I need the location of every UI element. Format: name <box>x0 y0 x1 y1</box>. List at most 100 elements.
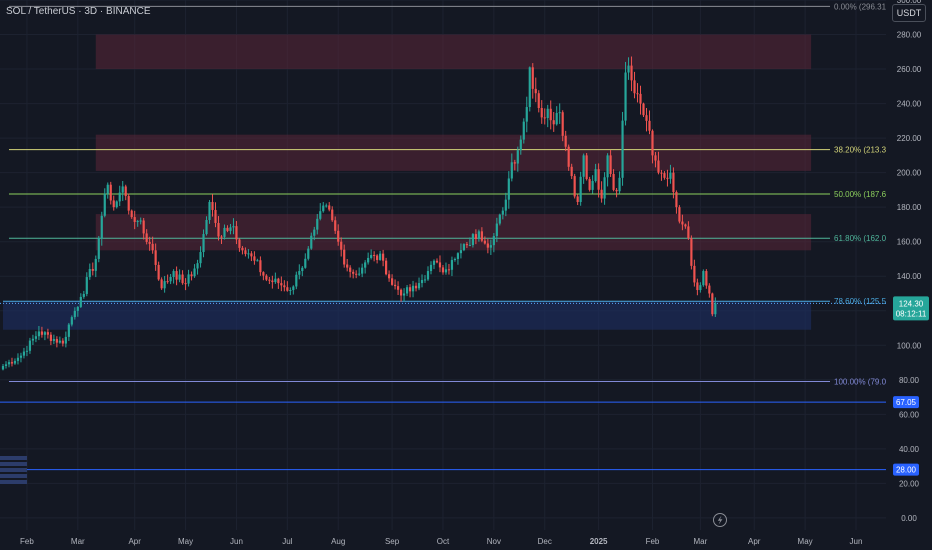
candle-body <box>615 189 618 192</box>
candle-body <box>711 293 714 315</box>
candle-body <box>67 324 70 337</box>
candle-body <box>358 273 361 275</box>
countdown-label: 08:12:11 <box>896 309 927 318</box>
candle-body <box>567 146 570 167</box>
candle-body <box>265 275 268 280</box>
x-tick-label: 2025 <box>590 537 608 546</box>
candle-body <box>648 120 651 131</box>
candle-body <box>157 264 160 280</box>
candle-body <box>678 207 681 222</box>
candle-body <box>118 192 121 202</box>
candle-body <box>70 317 73 325</box>
candle-body <box>507 178 510 200</box>
x-tick-label: Aug <box>331 537 345 546</box>
fib-label: 50.00% (187.66) <box>834 190 893 199</box>
candle-body <box>426 271 430 280</box>
lightning-icon[interactable] <box>713 513 727 527</box>
candle-body <box>286 287 289 291</box>
candle-body <box>235 226 238 240</box>
candle-body <box>570 166 573 177</box>
currency-button[interactable]: USDT <box>892 4 926 22</box>
candle-body <box>316 218 319 230</box>
candle-body <box>573 176 576 197</box>
candle-body <box>328 205 331 210</box>
chart-grid <box>0 0 886 530</box>
candle-body <box>76 306 79 311</box>
candle-body <box>666 177 669 179</box>
candle-body <box>220 236 223 238</box>
x-tick-label: Jun <box>230 537 243 546</box>
x-tick-label: Dec <box>538 537 552 546</box>
fib-label: 38.20% (213.30) <box>834 146 893 155</box>
candle-body <box>229 227 232 231</box>
candle-body <box>453 258 457 261</box>
candle-body <box>405 287 409 294</box>
price-axis-bg <box>886 0 932 550</box>
x-tick-label: May <box>798 537 813 546</box>
candle-body <box>73 310 76 318</box>
candle-body <box>367 257 370 263</box>
candle-body <box>352 271 355 274</box>
candle-body <box>166 281 169 283</box>
candle-body <box>702 271 705 286</box>
candle-body <box>447 269 451 271</box>
candle-body <box>340 241 343 250</box>
level-badge <box>893 396 919 409</box>
candle-body <box>121 186 124 193</box>
current-price-label: 124.30 <box>899 299 924 308</box>
y-tick-label: 60.00 <box>899 410 920 419</box>
candle-body <box>438 262 442 268</box>
x-tick-label: Nov <box>487 537 501 546</box>
candle-body <box>148 241 151 244</box>
candle-body <box>609 155 612 174</box>
candle-body <box>654 155 657 161</box>
candle-body <box>247 253 250 255</box>
candle-body <box>355 273 358 275</box>
x-tick-label: Feb <box>20 537 34 546</box>
y-tick-label: 100.00 <box>897 341 922 350</box>
candle-body <box>486 243 489 248</box>
candle-body <box>627 65 630 73</box>
candle-body <box>420 280 424 284</box>
price-axis[interactable]: 0.0020.0040.0060.0080.00100.00120.00140.… <box>886 0 932 550</box>
candle-body <box>361 267 364 274</box>
candle-body <box>175 271 178 280</box>
candle-body <box>379 253 382 260</box>
candle-body <box>597 169 600 190</box>
candle-body <box>187 274 190 284</box>
candle-body <box>100 215 103 239</box>
fib-label: 78.60% (125.51) <box>834 297 893 306</box>
candle-body <box>561 112 564 136</box>
candle-body <box>495 223 498 237</box>
x-tick-label: Sep <box>385 537 400 546</box>
candle-body <box>346 264 349 268</box>
level-badge-label: 28.00 <box>896 466 917 475</box>
candle-body <box>385 260 388 275</box>
candle-body <box>690 238 693 266</box>
candle-body <box>232 226 235 228</box>
candle-body <box>331 209 334 221</box>
candle-body <box>456 253 460 259</box>
candle-body <box>504 199 507 211</box>
x-tick-label: Apr <box>128 537 141 546</box>
candle-body <box>370 255 373 258</box>
candle-body <box>91 268 94 271</box>
candle-body <box>103 193 106 216</box>
y-tick-label: 80.00 <box>899 376 920 385</box>
candle-body <box>534 88 537 94</box>
y-tick-label: 0.00 <box>901 514 917 523</box>
candle-body <box>630 65 633 81</box>
candle-body <box>432 260 436 265</box>
candle-body <box>133 217 136 222</box>
candle-body <box>474 234 477 240</box>
candle-body <box>190 274 193 277</box>
y-tick-label: 40.00 <box>899 445 920 454</box>
y-tick-label: 200.00 <box>897 169 922 178</box>
current-price-badge <box>893 296 929 321</box>
x-tick-label: Feb <box>646 537 660 546</box>
candle-body <box>402 293 406 296</box>
candle-body <box>528 67 531 108</box>
candle-body <box>337 230 340 242</box>
time-axis[interactable]: Feb Mar Apr May Jun Jul Aug Sep Oct Nov Dec 2025 Feb… <box>20 537 862 546</box>
